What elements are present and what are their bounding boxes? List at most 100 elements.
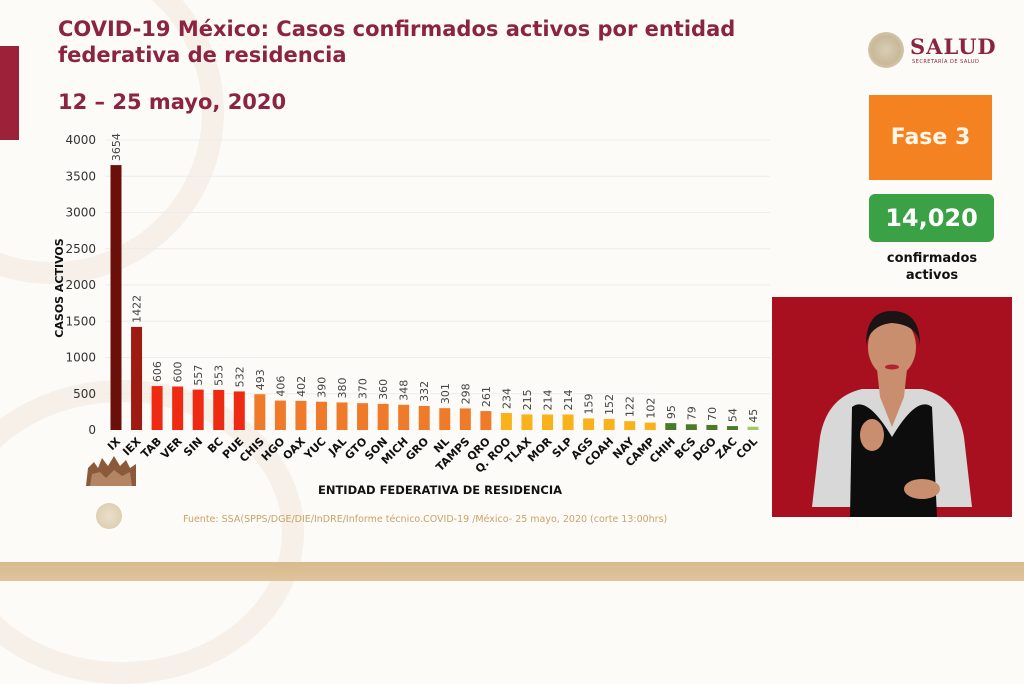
data-label: 1422: [131, 295, 144, 323]
data-label: 402: [295, 376, 308, 397]
category-label: SIN: [181, 435, 205, 459]
bar-nl: [439, 408, 451, 430]
y-tick-label: 4000: [65, 133, 96, 147]
category-label: OAX: [280, 435, 308, 463]
bar-sin: [192, 389, 204, 430]
data-label: 380: [336, 377, 349, 398]
bar-qro: [480, 411, 492, 430]
bar-oax: [295, 400, 307, 430]
y-tick-label: 3500: [65, 169, 96, 183]
data-label: 214: [562, 389, 575, 410]
category-label: TAB: [138, 435, 164, 461]
data-label: 261: [480, 386, 493, 407]
data-label: 70: [706, 407, 719, 421]
category-label: COL: [734, 435, 760, 461]
data-label: 102: [644, 398, 657, 419]
interpreter-figure: [812, 311, 972, 517]
bar-gro: [418, 405, 430, 430]
source-note: Fuente: SSA(SPPS/DGE/DIE/InDRE/Informe t…: [183, 514, 668, 525]
category-label: YUC: [301, 435, 329, 463]
data-label: 301: [439, 383, 452, 404]
bar-son: [377, 403, 389, 430]
seal-icon: [96, 503, 122, 529]
data-label: 234: [500, 388, 513, 409]
data-label: 493: [254, 369, 267, 390]
caption-line-1: confirmados: [886, 251, 978, 266]
bar-ags: [583, 418, 595, 430]
data-label: 214: [542, 389, 555, 410]
bar-mex: [131, 326, 143, 430]
logo-subtitle: SECRETARÍA DE SALUD: [912, 59, 980, 65]
data-label: 348: [398, 380, 411, 401]
data-label: 606: [151, 361, 164, 382]
x-axis-label: ENTIDAD FEDERATIVA DE RESIDENCIA: [318, 483, 562, 497]
bar-pue: [233, 391, 245, 430]
y-tick-label: 2500: [65, 242, 96, 256]
y-tick-label: 1000: [65, 351, 96, 365]
bar-col: [747, 426, 759, 430]
y-tick-label: 3000: [65, 206, 96, 220]
national-seal-icon: [868, 32, 904, 68]
bar-cdmx: [110, 165, 122, 430]
data-label: 159: [583, 393, 596, 414]
bar-tlax: [521, 414, 533, 430]
y-tick-label: 500: [73, 387, 96, 401]
data-label: 557: [192, 365, 205, 386]
bar-yuc: [315, 401, 327, 430]
date-range: 12 – 25 mayo, 2020: [58, 90, 287, 114]
y-tick-label: 2000: [65, 278, 96, 292]
bar-dgo: [706, 424, 718, 430]
data-label: 600: [172, 362, 185, 383]
data-label: 152: [603, 394, 616, 415]
total-active-badge: 14,020: [869, 194, 994, 242]
sign-language-video: [772, 297, 1012, 517]
bar-jal: [336, 402, 348, 430]
bar-tab: [151, 386, 163, 430]
bar-chis: [254, 394, 266, 430]
bar-tamps: [459, 408, 471, 430]
page-title: COVID-19 México: Casos confirmados activ…: [58, 17, 736, 67]
caption-line-2: activos: [905, 268, 959, 283]
data-label: 553: [213, 365, 226, 386]
accent-bar: [0, 46, 19, 140]
bar-hgo: [274, 400, 286, 430]
data-label: 370: [357, 378, 370, 399]
data-label: 390: [315, 377, 328, 398]
bar-slp: [562, 414, 574, 430]
data-label: 532: [233, 366, 246, 387]
bar-camp: [644, 422, 656, 430]
y-tick-label: 1500: [65, 314, 96, 328]
data-label: 215: [521, 389, 534, 410]
data-label: 332: [418, 381, 431, 402]
category-label: VER: [158, 435, 185, 462]
bar-nay: [624, 421, 636, 430]
data-label: 406: [274, 376, 287, 397]
bar-bc: [213, 389, 225, 430]
phase-badge: Fase 3: [869, 95, 992, 180]
bar-qroo: [500, 413, 512, 430]
bar-chart: 0 500 1000 1500 2000 2500 3000 3500 4000 CASOS AC…: [53, 133, 770, 497]
category-label: GRO: [403, 435, 431, 463]
logo-name: SALUD: [910, 34, 997, 59]
data-label: 360: [377, 379, 390, 400]
bar-zac: [726, 426, 738, 430]
bar-mich: [398, 404, 410, 430]
bar-ver: [172, 386, 184, 430]
category-label: ZAC: [713, 435, 740, 462]
data-label: 45: [747, 409, 760, 423]
bar-mor: [542, 414, 554, 430]
bar-bcs: [685, 424, 697, 430]
data-label: 298: [459, 383, 472, 404]
data-label: 122: [624, 396, 637, 417]
data-label: 95: [665, 405, 678, 419]
data-label: 79: [685, 406, 698, 420]
monument-icon: [84, 452, 138, 486]
chart-svg: 0 500 1000 1500 2000 2500 3000 3500 4000 CASOS AC…: [53, 133, 770, 497]
salud-logo: SALUD SECRETARÍA DE SALUD: [868, 30, 998, 72]
y-axis-label: CASOS ACTIVOS: [53, 238, 66, 337]
bar-coah: [603, 418, 615, 430]
bottom-band: [0, 562, 1024, 581]
bar-gto: [357, 403, 369, 430]
bar-chih: [665, 423, 677, 430]
total-active-caption: confirmados activos: [862, 250, 1002, 284]
